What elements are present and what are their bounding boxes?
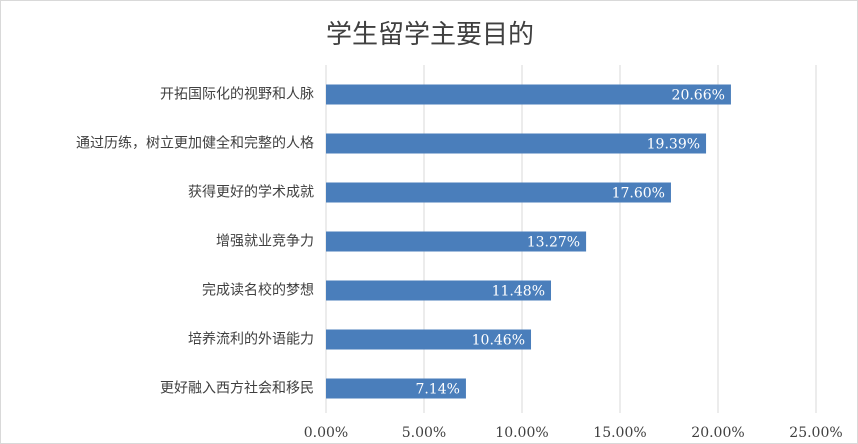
bar: [326, 231, 587, 252]
value-label: 19.39%: [647, 137, 700, 153]
x-tick-label: 25.00%: [789, 425, 842, 441]
chart-title: 学生留学主要目的: [326, 20, 534, 50]
value-label: 13.27%: [527, 235, 580, 251]
value-label: 20.66%: [672, 88, 725, 104]
x-tick-label: 15.00%: [593, 425, 646, 441]
x-tick-label: 5.00%: [402, 425, 446, 441]
value-label: 17.60%: [612, 186, 665, 202]
y-tick-label: 培养流利的外语能力: [188, 332, 314, 348]
bar: [326, 378, 466, 399]
x-tick-label: 10.00%: [495, 425, 548, 441]
value-label: 10.46%: [472, 333, 525, 349]
bar: [326, 182, 671, 203]
value-label: 7.14%: [415, 382, 459, 398]
bar: [326, 329, 532, 350]
y-tick-label: 增强就业竞争力: [216, 233, 314, 250]
x-tick-label: 0.00%: [304, 425, 348, 441]
y-tick-label: 开拓国际化的视野和人脉: [160, 87, 314, 103]
y-tick-label: 通过历练，树立更加健全和完整的人格: [76, 135, 314, 152]
y-tick-label: 获得更好的学术成就: [188, 184, 314, 201]
y-tick-label: 完成读名校的梦想: [202, 282, 314, 299]
y-tick-label: 更好融入西方社会和移民: [160, 381, 314, 397]
x-tick-label: 20.00%: [691, 425, 744, 441]
value-label: 11.48%: [492, 284, 545, 300]
bar: [326, 133, 707, 154]
bar: [326, 84, 731, 105]
bar: [326, 280, 552, 301]
